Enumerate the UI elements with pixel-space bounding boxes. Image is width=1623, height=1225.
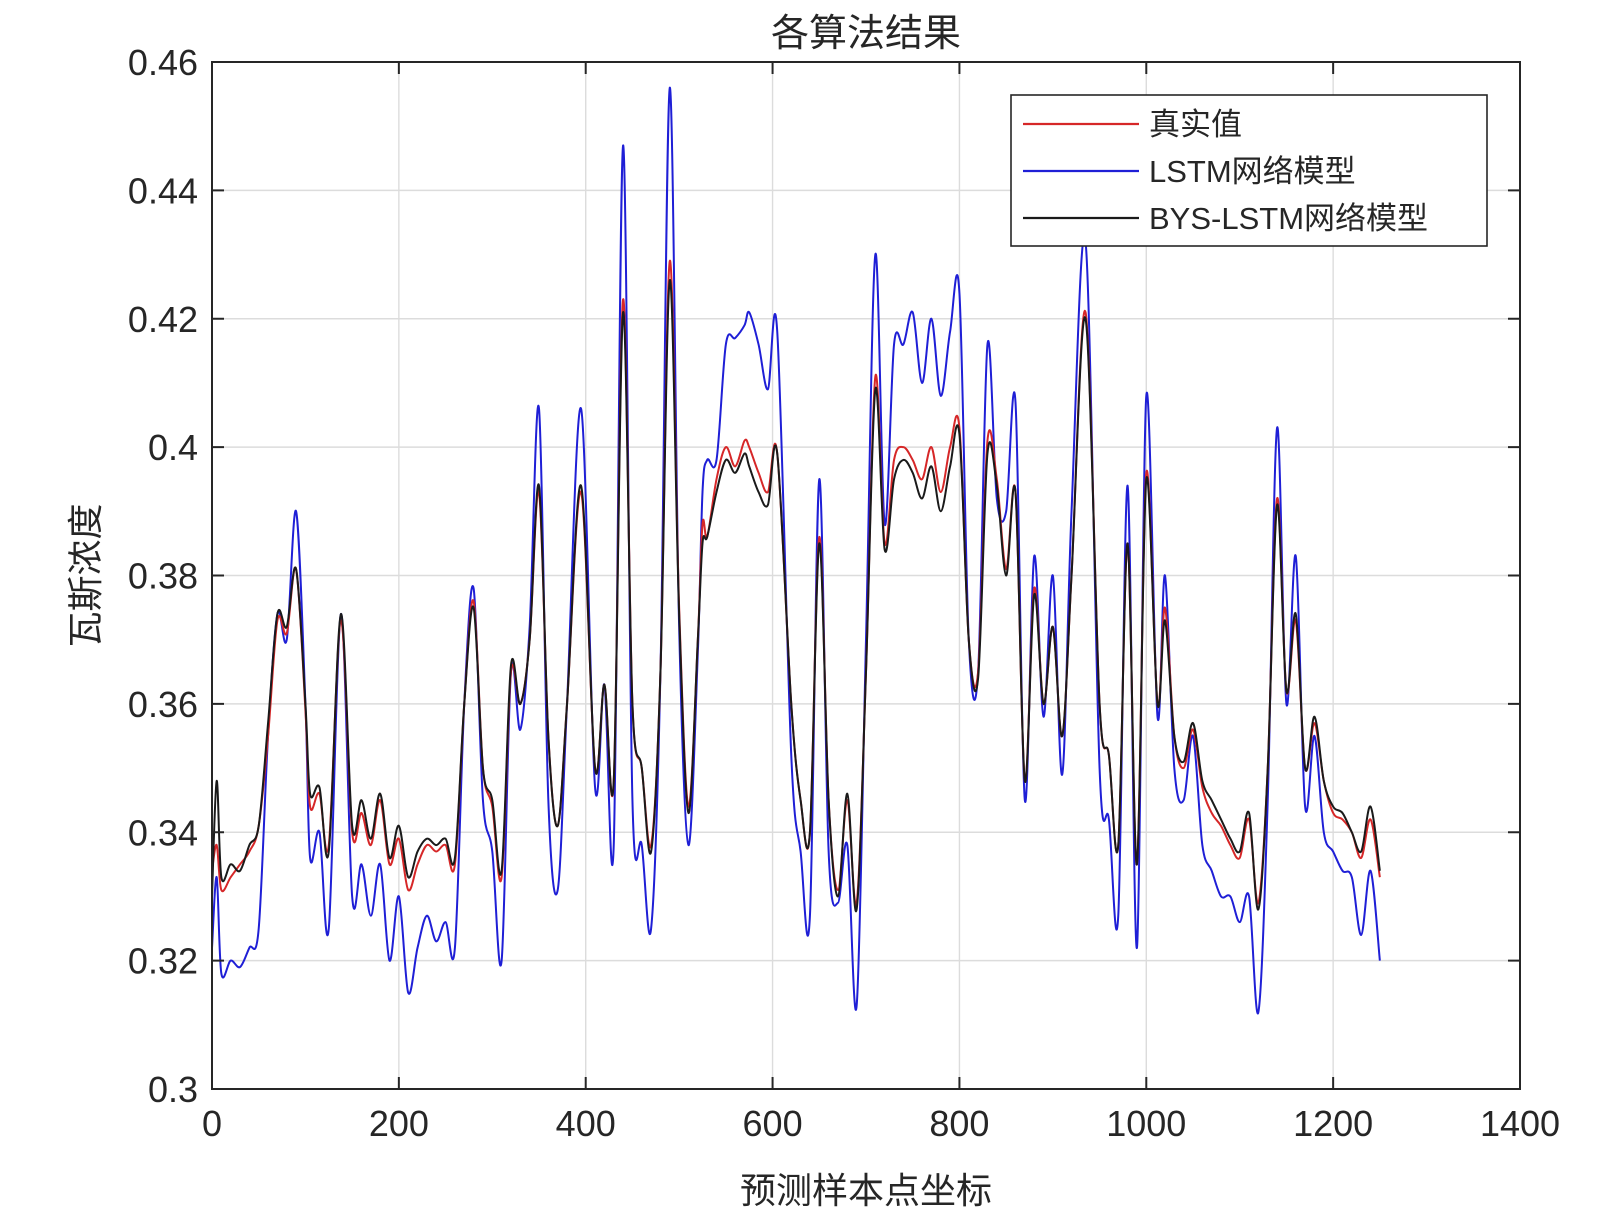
series-lines xyxy=(211,86,1381,1015)
y-tick-label: 0.32 xyxy=(128,941,198,982)
axis-ticks: 0 200 400 600 800 1000 1200 1400 0.3 0.32 0.34 0.36… xyxy=(128,42,1560,1144)
y-tick-label: 0.36 xyxy=(128,684,198,725)
y-tick-label: 0.42 xyxy=(128,299,198,340)
y-tick-label: 0.46 xyxy=(128,42,198,83)
y-tick-label: 0.34 xyxy=(128,812,198,853)
series-line-bys-lstm xyxy=(211,279,1381,913)
x-tick-label: 200 xyxy=(369,1103,429,1144)
y-tick-label: 0.44 xyxy=(128,170,198,211)
legend-entry-lstm: LSTM网络模型 xyxy=(1149,154,1356,189)
x-tick-label: 800 xyxy=(929,1103,989,1144)
legend-entry-true-value: 真实值 xyxy=(1149,107,1242,142)
y-tick-label: 0.38 xyxy=(128,556,198,597)
legend: 真实值 LSTM网络模型 BYS-LSTM网络模型 xyxy=(1010,94,1488,247)
chart-title: 各算法结果 xyxy=(771,11,961,55)
x-tick-label: 1200 xyxy=(1293,1103,1373,1144)
y-tick-label: 0.3 xyxy=(148,1069,198,1110)
x-tick-label: 1000 xyxy=(1106,1103,1186,1144)
x-tick-label: 1400 xyxy=(1480,1103,1560,1144)
x-tick-label: 600 xyxy=(743,1103,803,1144)
x-axis-label: 预测样本点坐标 xyxy=(740,1171,992,1212)
y-axis-label: 瓦斯浓度 xyxy=(66,503,107,647)
x-tick-label: 400 xyxy=(556,1103,616,1144)
x-tick-label: 0 xyxy=(202,1103,222,1144)
legend-entry-bys-lstm: BYS-LSTM网络模型 xyxy=(1149,201,1428,236)
y-tick-label: 0.4 xyxy=(148,427,198,468)
